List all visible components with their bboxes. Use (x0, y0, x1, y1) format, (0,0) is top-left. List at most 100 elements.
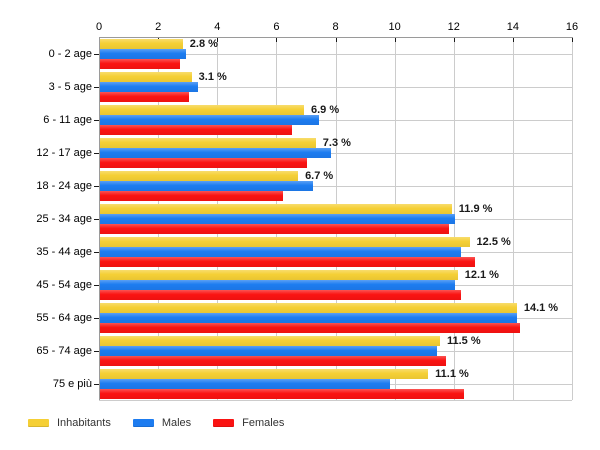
bar-value-label: 11.5 % (446, 334, 481, 347)
gridline-horizontal (99, 53, 572, 55)
bar-value-label: 2.8 % (189, 37, 218, 50)
gridline-horizontal (99, 152, 572, 154)
bar-sheen (100, 48, 186, 59)
bar-inhabitants[interactable] (100, 71, 192, 82)
bar-value-label: 12.1 % (464, 268, 499, 281)
gridline-horizontal (99, 119, 572, 121)
bar-females[interactable] (100, 322, 520, 333)
bar-females[interactable] (100, 190, 284, 201)
bar-females[interactable] (100, 388, 464, 399)
bar-males[interactable] (100, 312, 517, 323)
x-axis-tick-label: 4 (214, 21, 221, 33)
bar-sheen (100, 378, 390, 389)
bar-value-label: 3.1 % (198, 70, 227, 83)
x-axis-tick-label: 8 (332, 21, 339, 33)
bar-sheen (100, 124, 293, 135)
bar-value-label: 11.1 % (435, 367, 469, 380)
bar-females[interactable] (100, 289, 461, 300)
x-axis-tick-mark (335, 37, 337, 42)
bar-sheen (100, 223, 449, 234)
x-axis-tick-mark (394, 37, 396, 42)
bar-sheen (100, 345, 437, 356)
category-label: 0 - 2 age (48, 47, 92, 60)
y-axis-tick-mark (94, 218, 99, 220)
bar-sheen (100, 71, 192, 82)
bar-sheen (100, 203, 452, 214)
bar-inhabitants[interactable] (100, 203, 452, 214)
bar-males[interactable] (100, 180, 313, 191)
bar-sheen (100, 236, 470, 247)
bar-males[interactable] (100, 246, 461, 257)
x-axis-tick-mark (572, 37, 573, 42)
bar-inhabitants[interactable] (100, 170, 299, 181)
x-axis-tick-mark (276, 37, 278, 42)
bar-females[interactable] (100, 58, 180, 69)
bar-sheen (100, 279, 455, 290)
bar-females[interactable] (100, 124, 293, 135)
bar-sheen (100, 38, 183, 49)
bar-males[interactable] (100, 213, 455, 224)
legend-swatch (132, 419, 154, 427)
y-axis-tick-mark (94, 185, 99, 187)
category-label: 35 - 44 age (36, 245, 92, 258)
bar-value-label: 12.5 % (476, 235, 511, 248)
bar-sheen (100, 91, 189, 102)
category-label: 25 - 34 age (36, 212, 92, 225)
bar-inhabitants[interactable] (100, 38, 183, 49)
bar-sheen (100, 114, 319, 125)
legend-swatch (213, 419, 235, 427)
bar-inhabitants[interactable] (100, 104, 304, 115)
x-axis-tick-label: 10 (388, 21, 401, 33)
bar-sheen (100, 58, 180, 69)
y-axis-tick-mark (94, 317, 99, 319)
bar-males[interactable] (100, 378, 390, 389)
y-axis-line (99, 37, 100, 400)
bar-inhabitants[interactable] (100, 335, 440, 346)
legend-item-inhabitants[interactable]: Inhabitants (28, 417, 111, 429)
x-axis-tick-mark (453, 37, 455, 42)
category-label: 18 - 24 age (36, 179, 92, 192)
y-axis-tick-mark (94, 284, 99, 286)
x-axis-tick-mark (217, 37, 219, 42)
legend-item-females[interactable]: Females (213, 417, 284, 429)
bar-sheen (100, 355, 446, 366)
gridline-horizontal (99, 185, 572, 187)
bar-males[interactable] (100, 114, 319, 125)
bar-sheen (100, 388, 464, 399)
y-axis-tick-mark (94, 251, 99, 253)
bar-females[interactable] (100, 157, 307, 168)
legend-label: Females (242, 417, 285, 429)
bar-males[interactable] (100, 81, 198, 92)
bar-males[interactable] (100, 345, 437, 356)
bar-males[interactable] (100, 48, 186, 59)
bar-inhabitants[interactable] (100, 236, 470, 247)
bar-females[interactable] (100, 223, 449, 234)
bar-inhabitants[interactable] (100, 302, 517, 313)
bar-sheen (100, 368, 429, 379)
x-axis-tick-label: 16 (565, 21, 579, 33)
bar-value-label: 6.7 % (305, 169, 334, 182)
bar-value-label: 14.1 % (523, 301, 559, 314)
x-axis-tick-label: 12 (447, 21, 460, 33)
legend-label: Males (161, 417, 192, 429)
bar-inhabitants[interactable] (100, 269, 458, 280)
y-axis-tick-mark (94, 119, 99, 121)
x-axis-line (99, 37, 573, 38)
bar-sheen (100, 289, 461, 300)
legend-item-males[interactable]: Males (132, 417, 192, 429)
bar-males[interactable] (100, 279, 455, 290)
bar-males[interactable] (100, 147, 331, 158)
bar-sheen (100, 180, 313, 191)
x-axis-tick-label: 6 (273, 21, 280, 33)
bar-females[interactable] (100, 355, 446, 366)
bar-inhabitants[interactable] (100, 137, 316, 148)
bar-sheen (100, 170, 299, 181)
bar-females[interactable] (100, 256, 476, 267)
bar-sheen (100, 81, 198, 92)
bar-inhabitants[interactable] (100, 368, 429, 379)
gridline-vertical (572, 37, 573, 400)
bar-sheen (100, 335, 440, 346)
bar-females[interactable] (100, 91, 189, 102)
category-label: 6 - 11 age (43, 113, 92, 126)
y-axis-tick-mark (94, 383, 99, 385)
